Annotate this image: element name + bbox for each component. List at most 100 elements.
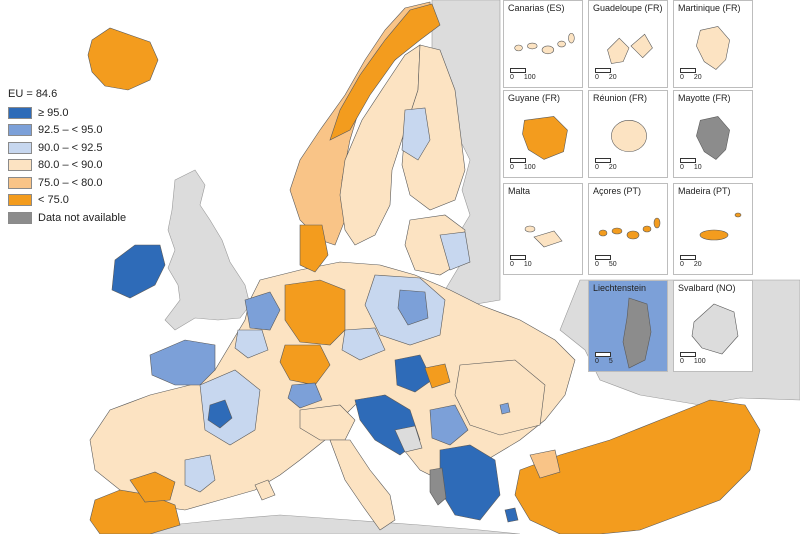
mediterranean-island bbox=[254, 479, 276, 501]
spain-central-region bbox=[129, 471, 176, 503]
france-auvergne-region bbox=[207, 399, 233, 429]
scale-bar: 0 20 bbox=[680, 255, 702, 268]
legend-item: Data not available bbox=[8, 209, 126, 227]
legend-swatch bbox=[8, 211, 32, 224]
scale-bar-value: 100 bbox=[523, 164, 536, 171]
scale-bar-graphic bbox=[680, 68, 696, 73]
inset-map-shape bbox=[598, 217, 661, 240]
inset-map-shape bbox=[699, 212, 742, 241]
slovakia-hungary-regions bbox=[394, 354, 433, 393]
legend-item: 75.0 – < 80.0 bbox=[8, 174, 126, 192]
inset-label: Açores (PT) bbox=[593, 186, 642, 196]
spain-east-regions bbox=[184, 454, 216, 493]
italy-regions bbox=[329, 439, 396, 531]
legend-swatch bbox=[8, 141, 32, 154]
inset-madeira: Madeira (PT) 0 20 bbox=[673, 183, 753, 275]
inset-label: Guyane (FR) bbox=[508, 93, 561, 103]
finland-regions bbox=[401, 44, 466, 211]
scale-bar: 0 20 bbox=[595, 68, 617, 81]
scale-bar-value: 0 bbox=[510, 261, 514, 268]
denmark-regions bbox=[299, 224, 329, 273]
scale-bar-value: 10 bbox=[693, 164, 702, 171]
scale-bar-value: 0 bbox=[680, 74, 684, 81]
inset-map-shape bbox=[522, 116, 568, 160]
iceland-region bbox=[87, 27, 159, 91]
inset-acores: Açores (PT) 0 50 bbox=[588, 183, 668, 275]
inset-guyane: Guyane (FR) 0 100 bbox=[503, 90, 583, 178]
hungary-east-region bbox=[424, 363, 451, 389]
inset-label: Svalbard (NO) bbox=[678, 283, 736, 293]
legend-swatch bbox=[8, 176, 32, 189]
inset-label: Madeira (PT) bbox=[678, 186, 731, 196]
germany-east-regions bbox=[284, 279, 346, 346]
scale-bar-labels: 0 50 bbox=[595, 261, 617, 268]
legend-item: < 75.0 bbox=[8, 192, 126, 210]
scale-bar-value: 0 bbox=[680, 261, 684, 268]
inset-map-shape bbox=[611, 120, 647, 152]
scale-bar-labels: 0 20 bbox=[595, 74, 617, 81]
inset-label: Martinique (FR) bbox=[678, 3, 741, 13]
scale-bar-value: 0 bbox=[595, 358, 599, 365]
inset-label: Canarias (ES) bbox=[508, 3, 565, 13]
romania-central-region bbox=[499, 402, 511, 415]
inset-liechtenstein: Liechtenstein 0 5 bbox=[588, 280, 668, 372]
scale-bar-value: 0 bbox=[595, 261, 599, 268]
legend-item: 90.0 – < 92.5 bbox=[8, 139, 126, 157]
inset-martinique: Martinique (FR) 0 20 bbox=[673, 0, 753, 88]
scale-bar-labels: 0 100 bbox=[510, 164, 536, 171]
scale-bar-labels: 0 20 bbox=[680, 261, 702, 268]
romania-regions bbox=[454, 359, 546, 436]
scale-bar-value: 20 bbox=[608, 164, 617, 171]
scale-bar-value: 100 bbox=[693, 358, 706, 365]
serbia-regions bbox=[429, 404, 469, 446]
legend-title: EU = 84.6 bbox=[8, 88, 58, 100]
scale-bar-value: 10 bbox=[523, 261, 532, 268]
ireland-regions bbox=[111, 244, 166, 299]
legend-label: Data not available bbox=[38, 211, 127, 224]
finland-south-region bbox=[401, 107, 431, 161]
scale-bar: 0 20 bbox=[680, 68, 702, 81]
scale-bar-graphic bbox=[595, 352, 611, 357]
scale-bar-labels: 0 10 bbox=[680, 164, 702, 171]
scale-bar-graphic bbox=[595, 255, 611, 260]
scale-bar-value: 20 bbox=[693, 261, 702, 268]
poland-central-region bbox=[397, 289, 429, 326]
belgium-regions bbox=[234, 329, 269, 359]
albania-landmass bbox=[429, 467, 447, 506]
scale-bar-value: 0 bbox=[595, 74, 599, 81]
scale-bar-labels: 0 100 bbox=[510, 74, 536, 81]
scale-bar: 0 10 bbox=[510, 255, 532, 268]
turkey-west-region bbox=[529, 449, 561, 479]
inset-svalbard: Svalbard (NO) 0 100 bbox=[673, 280, 753, 372]
inset-map-shape bbox=[514, 32, 575, 55]
legend-label: 92.5 – < 95.0 bbox=[38, 124, 103, 137]
scale-bar: 0 10 bbox=[680, 158, 702, 171]
legend-swatch bbox=[8, 159, 32, 172]
scale-bar: 0 50 bbox=[595, 255, 617, 268]
legend-swatch bbox=[8, 194, 32, 207]
turkey-regions bbox=[514, 399, 761, 534]
greece-islands bbox=[504, 507, 519, 523]
inset-mayotte: Mayotte (FR) 0 10 bbox=[673, 90, 753, 178]
inset-guadeloupe: Guadeloupe (FR) 0 20 bbox=[588, 0, 668, 88]
inset-malta: Malta 0 10 bbox=[503, 183, 583, 275]
scale-bar: 0 20 bbox=[595, 158, 617, 171]
map-legend: EU = 84.6 ≥ 95.0 92.5 – < 95.0 90.0 – < … bbox=[8, 88, 126, 227]
scale-bar-labels: 0 20 bbox=[680, 74, 702, 81]
scale-bar-value: 20 bbox=[608, 74, 617, 81]
netherlands-regions bbox=[244, 291, 281, 331]
scale-bar: 0 100 bbox=[680, 352, 706, 365]
scale-bar-graphic bbox=[510, 68, 526, 73]
scale-bar-value: 0 bbox=[510, 74, 514, 81]
legend-item: 92.5 – < 95.0 bbox=[8, 122, 126, 140]
inset-reunion: Réunion (FR) 0 20 bbox=[588, 90, 668, 178]
inset-map-shape bbox=[696, 116, 730, 160]
inset-label: Mayotte (FR) bbox=[678, 93, 731, 103]
czech-regions bbox=[341, 327, 386, 361]
africa-landmass bbox=[139, 514, 521, 534]
legend-label: 75.0 – < 80.0 bbox=[38, 176, 103, 189]
scale-bar-graphic bbox=[510, 158, 526, 163]
